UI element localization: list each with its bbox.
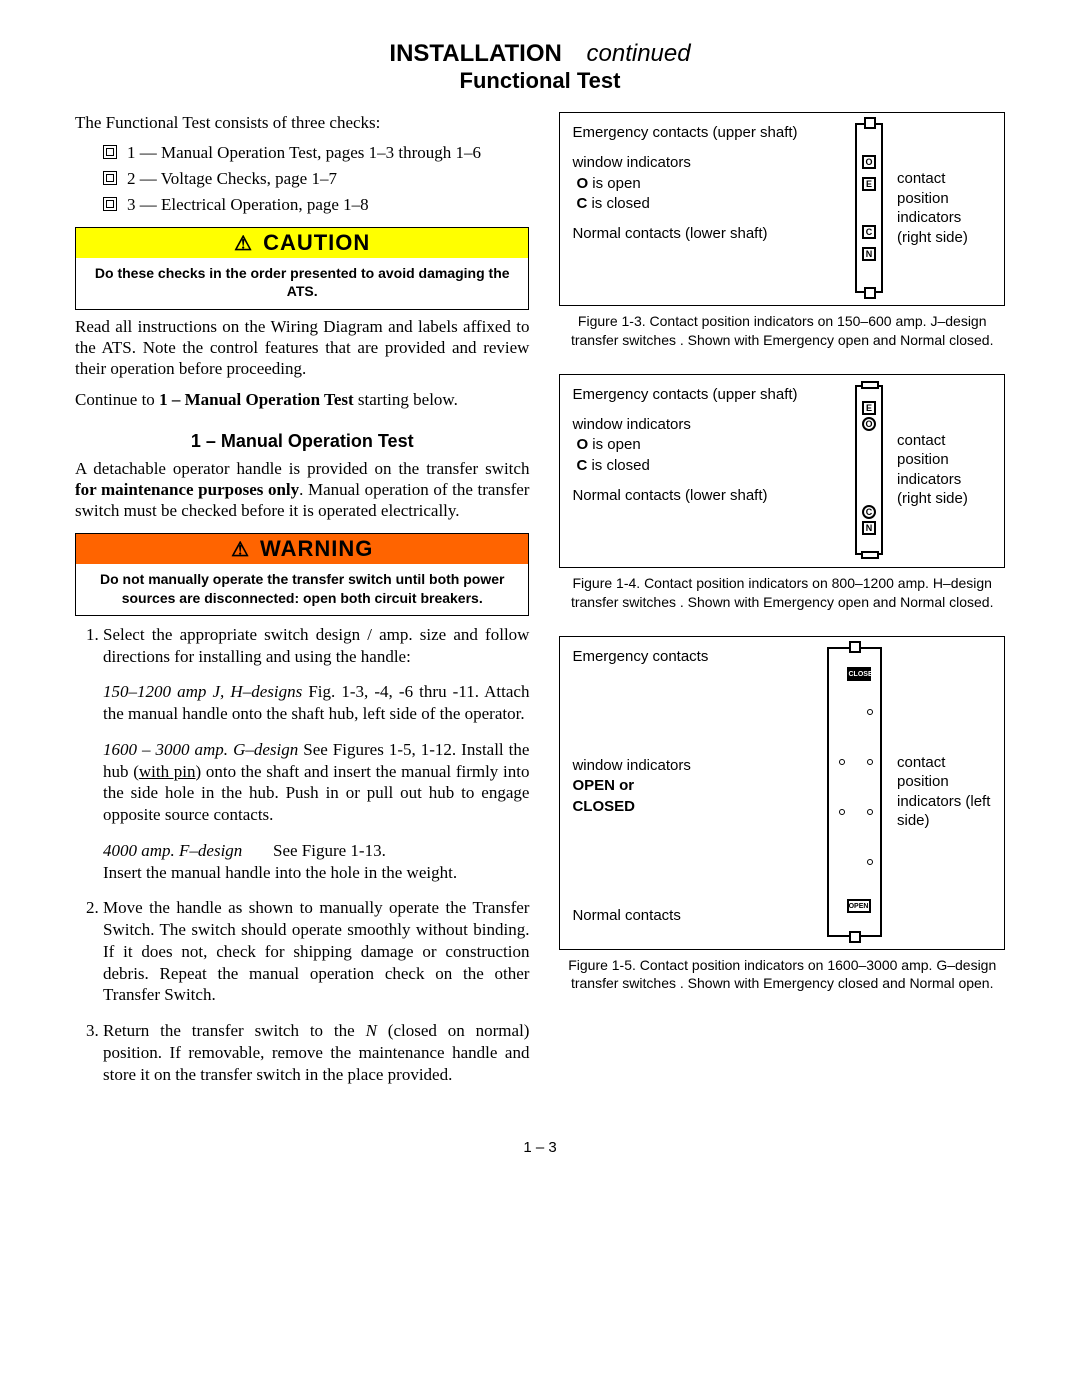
text-bold: CLOSED	[572, 798, 635, 815]
design-j-h: 150–1200 amp J, H–designs Fig. 1-3, -4, …	[103, 681, 529, 725]
device-diagram: E O C N	[849, 385, 889, 555]
text: Continue to	[75, 390, 159, 409]
text: is closed	[591, 195, 649, 212]
device-diagram: O E C N	[849, 123, 889, 293]
label-emergency-upper: Emergency contacts (upper shaft)	[572, 123, 841, 143]
label-cpi-right: contact position indicators (right side)	[897, 123, 992, 293]
check-label: 3 — Electrical Operation, page 1–8	[127, 195, 369, 215]
text: A detachable operator handle is provided…	[75, 459, 529, 478]
warning-header: ⚠ WARNING	[76, 534, 528, 564]
text: is closed	[591, 457, 649, 474]
text: window indicators	[572, 757, 690, 774]
design-g: 1600 – 3000 amp. G–design See Figures 1-…	[103, 739, 529, 826]
checkbox-icon	[103, 145, 117, 159]
figure-1-4: Emergency contacts (upper shaft) window …	[559, 374, 1005, 568]
step-3: Return the transfer switch to the N (clo…	[103, 1020, 529, 1085]
label-window-ind: window indicators O is open C is closed	[572, 153, 841, 214]
label-normal-lower: Normal contacts (lower shaft)	[572, 224, 841, 244]
text: window indicators	[572, 416, 690, 433]
checkbox-icon	[103, 171, 117, 185]
label-emergency-upper: Emergency contacts (upper shaft)	[572, 385, 841, 405]
text: Insert the manual handle into the hole i…	[103, 863, 457, 882]
page-header: INSTALLATION continued Functional Test	[75, 40, 1005, 94]
step-2: Move the handle as shown to manually ope…	[103, 897, 529, 1006]
warning-box: ⚠ WARNING Do not manually operate the tr…	[75, 533, 529, 615]
label-normal-lower: Normal contacts (lower shaft)	[572, 486, 841, 506]
step-1: Select the appropriate switch design / a…	[103, 624, 529, 884]
text: is open	[592, 175, 640, 192]
subtitle: Functional Test	[75, 68, 1005, 94]
text: Return the transfer switch to the	[103, 1021, 366, 1040]
figure-1-5-caption: Figure 1-5. Contact position indicators …	[559, 956, 1005, 994]
warning-triangle-icon: ⚠	[231, 537, 250, 562]
mot-intro: A detachable operator handle is provided…	[75, 458, 529, 522]
steps-list: Select the appropriate switch design / a…	[75, 624, 529, 1086]
left-column: The Functional Test consists of three ch…	[75, 112, 529, 1099]
text: starting below.	[354, 390, 458, 409]
caution-title: CAUTION	[263, 230, 370, 256]
warning-triangle-icon: ⚠	[234, 231, 253, 256]
fig-left-labels: Emergency contacts (upper shaft) window …	[572, 385, 841, 555]
design-f: 4000 amp. F–designSee Figure 1-13. Inser…	[103, 840, 529, 884]
figure-1-3-caption: Figure 1-3. Contact position indicators …	[559, 312, 1005, 350]
text: is open	[592, 436, 640, 453]
step-text: Select the appropriate switch design / a…	[103, 625, 529, 666]
caution-header: ⚠ CAUTION	[76, 228, 528, 258]
check-item-1: 1 — Manual Operation Test, pages 1–3 thr…	[103, 143, 529, 163]
text-bold: 1 – Manual Operation Test	[159, 390, 354, 409]
design-lead: 1600 – 3000 amp. G–design	[103, 740, 303, 759]
label-window-ind: window indicators O is open C is closed	[572, 415, 841, 476]
label-normal: Normal contacts	[572, 906, 811, 926]
check-item-2: 2 — Voltage Checks, page 1–7	[103, 169, 529, 189]
intro-text: The Functional Test consists of three ch…	[75, 112, 529, 133]
text: See Figure 1-13.	[273, 841, 386, 860]
design-lead: 4000 amp. F–design	[103, 840, 273, 862]
caution-body: Do these checks in the order presented t…	[76, 258, 528, 308]
text-italic: N	[366, 1021, 377, 1040]
check-label: 1 — Manual Operation Test, pages 1–3 thr…	[127, 143, 481, 163]
figure-1-5: Emergency contacts window indicators OPE…	[559, 636, 1005, 950]
warning-body: Do not manually operate the transfer swi…	[76, 564, 528, 614]
check-item-3: 3 — Electrical Operation, page 1–8	[103, 195, 529, 215]
figure-1-3: Emergency contacts (upper shaft) window …	[559, 112, 1005, 306]
label-window-open-closed: window indicators OPEN or CLOSED	[572, 756, 811, 817]
page-number: 1 – 3	[75, 1139, 1005, 1156]
check-label: 2 — Voltage Checks, page 1–7	[127, 169, 337, 189]
manual-operation-heading: 1 – Manual Operation Test	[75, 431, 529, 452]
text-underline: with pin	[139, 762, 196, 781]
title-continued: continued	[587, 40, 691, 67]
figure-1-4-caption: Figure 1-4. Contact position indicators …	[559, 574, 1005, 612]
device-diagram: CLOSED OPEN	[819, 647, 889, 937]
title-main: INSTALLATION	[389, 40, 561, 67]
fig-left-labels: Emergency contacts (upper shaft) window …	[572, 123, 841, 293]
label-cpi-left: contact position indicators (left side)	[897, 647, 992, 937]
text: window indicators	[572, 154, 690, 171]
continue-text: Continue to 1 – Manual Operation Test st…	[75, 389, 529, 410]
text-bold: OPEN or	[572, 777, 634, 794]
label-emergency: Emergency contacts	[572, 647, 811, 667]
checkbox-icon	[103, 197, 117, 211]
warning-title: WARNING	[260, 536, 373, 562]
fig-left-labels: Emergency contacts window indicators OPE…	[572, 647, 811, 937]
design-lead: 150–1200 amp J, H–designs	[103, 682, 308, 701]
caution-box: ⚠ CAUTION Do these checks in the order p…	[75, 227, 529, 309]
read-instructions-text: Read all instructions on the Wiring Diag…	[75, 316, 529, 380]
text-bold: for maintenance purposes only	[75, 480, 299, 499]
label-cpi-right: contact position indicators (right side)	[897, 385, 992, 555]
right-column: Emergency contacts (upper shaft) window …	[559, 112, 1005, 1099]
